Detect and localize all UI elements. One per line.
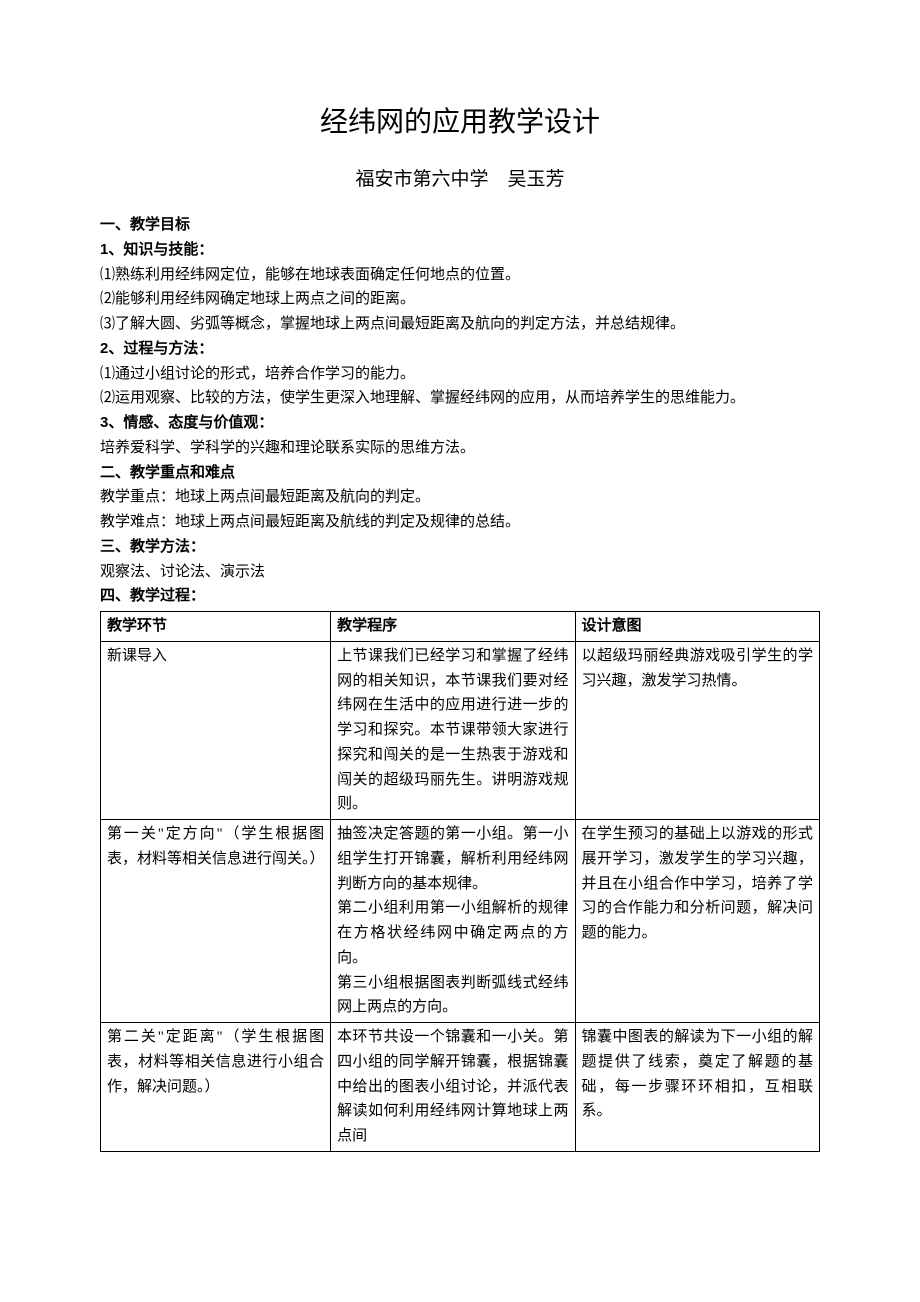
teaching-process-table: 教学环节 教学程序 设计意图 新课导入 上节课我们已经学习和掌握了经纬网的相关知… bbox=[100, 611, 820, 1152]
section1-sub2-item1: ⑴通过小组讨论的形式，培养合作学习的能力。 bbox=[100, 362, 820, 387]
table-header-col1: 教学环节 bbox=[101, 612, 331, 642]
section1-sub2-item2: ⑵运用观察、比较的方法，使学生更深入地理解、掌握经纬网的应用，从而培养学生的思维… bbox=[100, 386, 820, 411]
table-cell: 抽签决定答题的第一小组。第一小组学生打开锦囊，解析利用经纬网判断方向的基本规律。… bbox=[331, 820, 575, 1023]
section1-sub3-item1: 培养爱科学、学科学的兴趣和理论联系实际的思维方法。 bbox=[100, 436, 820, 461]
section1-sub1-item2: ⑵能够利用经纬网确定地球上两点之间的距离。 bbox=[100, 287, 820, 312]
table-cell: 新课导入 bbox=[101, 641, 331, 819]
section1-sub1: 1、知识与技能： bbox=[100, 238, 820, 263]
table-row: 第一关"定方向"（学生根据图表，材料等相关信息进行闯关。） 抽签决定答题的第一小… bbox=[101, 820, 820, 1023]
table-cell: 锦囊中图表的解读为下一小组的解题提供了线索，奠定了解题的基础，每一步骤环环相扣，… bbox=[575, 1023, 819, 1152]
table-cell: 在学生预习的基础上以游戏的形式展开学习，激发学生的学习兴趣，并且在小组合作中学习… bbox=[575, 820, 819, 1023]
section1-sub2: 2、过程与方法： bbox=[100, 337, 820, 362]
section2-item2: 教学难点：地球上两点间最短距离及航线的判定及规律的总结。 bbox=[100, 510, 820, 535]
section1-sub3: 3、情感、态度与价值观： bbox=[100, 411, 820, 436]
table-cell: 第二关"定距离"（学生根据图表，材料等相关信息进行小组合作，解决问题。） bbox=[101, 1023, 331, 1152]
table-header-col3: 设计意图 bbox=[575, 612, 819, 642]
table-cell: 第一关"定方向"（学生根据图表，材料等相关信息进行闯关。） bbox=[101, 820, 331, 1023]
table-cell: 上节课我们已经学习和掌握了经纬网的相关知识，本节课我们要对经纬网在生活中的应用进… bbox=[331, 641, 575, 819]
table-row: 第二关"定距离"（学生根据图表，材料等相关信息进行小组合作，解决问题。） 本环节… bbox=[101, 1023, 820, 1152]
section2-heading: 二、教学重点和难点 bbox=[100, 461, 820, 486]
section4-heading: 四、教学过程： bbox=[100, 584, 820, 609]
document-subtitle: 福安市第六中学 吴玉芳 bbox=[100, 164, 820, 191]
section3-item1: 观察法、讨论法、演示法 bbox=[100, 560, 820, 585]
table-header-row: 教学环节 教学程序 设计意图 bbox=[101, 612, 820, 642]
table-row: 新课导入 上节课我们已经学习和掌握了经纬网的相关知识，本节课我们要对经纬网在生活… bbox=[101, 641, 820, 819]
section1-sub1-item1: ⑴熟练利用经纬网定位，能够在地球表面确定任何地点的位置。 bbox=[100, 263, 820, 288]
table-cell: 本环节共设一个锦囊和一小关。第四小组的同学解开锦囊，根据锦囊中给出的图表小组讨论… bbox=[331, 1023, 575, 1152]
table-cell: 以超级玛丽经典游戏吸引学生的学习兴趣，激发学习热情。 bbox=[575, 641, 819, 819]
section1-heading: 一、教学目标 bbox=[100, 213, 820, 238]
section1-sub1-item3: ⑶了解大圆、劣弧等概念，掌握地球上两点间最短距离及航向的判定方法，并总结规律。 bbox=[100, 312, 820, 337]
section3-heading: 三、教学方法： bbox=[100, 535, 820, 560]
section2-item1: 教学重点：地球上两点间最短距离及航向的判定。 bbox=[100, 485, 820, 510]
document-title: 经纬网的应用教学设计 bbox=[100, 100, 820, 140]
table-header-col2: 教学程序 bbox=[331, 612, 575, 642]
